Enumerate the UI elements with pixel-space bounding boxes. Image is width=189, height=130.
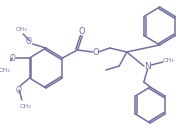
Text: CH₃: CH₃ (15, 27, 27, 31)
Text: O: O (9, 54, 15, 63)
Text: O: O (26, 37, 32, 45)
Text: O: O (92, 47, 99, 57)
Text: N: N (144, 61, 151, 70)
Text: O: O (15, 86, 21, 95)
Text: CH₃: CH₃ (20, 103, 32, 109)
Text: CH₃: CH₃ (163, 57, 174, 63)
Text: O: O (79, 27, 86, 35)
Text: CH₃: CH₃ (0, 67, 11, 73)
